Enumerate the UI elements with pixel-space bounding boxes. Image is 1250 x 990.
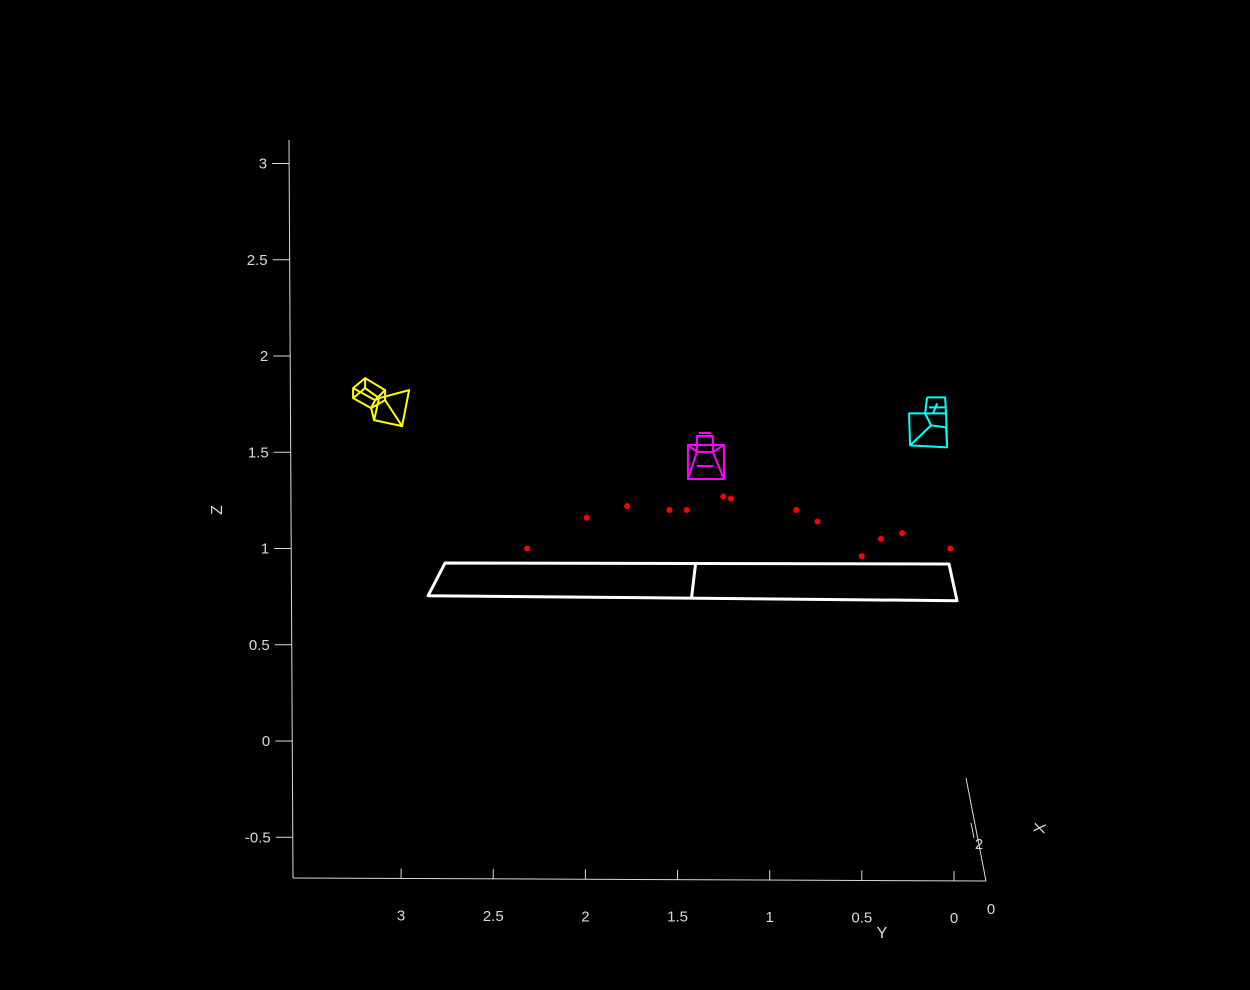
data-point <box>624 503 631 510</box>
z-tick-label: 0 <box>262 733 270 750</box>
x-ticks: 20 <box>970 822 995 918</box>
data-point <box>720 493 727 500</box>
data-point <box>899 530 906 537</box>
cameras <box>352 377 949 481</box>
z-tick-label: 1.5 <box>248 444 269 461</box>
y-tick-label: 0 <box>950 910 958 927</box>
camera-body <box>909 396 949 448</box>
x-tick-label: 0 <box>987 901 995 918</box>
table-net <box>690 563 698 598</box>
y-ticks: 3 2.5 2 1.5 1 0.5 0 <box>397 868 958 927</box>
y-tick-label: 3 <box>397 907 405 924</box>
camera-body <box>686 432 725 480</box>
x-tick-label: 2 <box>975 836 983 853</box>
table-border <box>426 561 959 603</box>
camera-body <box>352 377 387 410</box>
camera-magenta <box>686 432 725 481</box>
camera-cyan <box>908 396 949 449</box>
data-point <box>524 545 531 552</box>
z-tick-label: 3 <box>259 156 267 173</box>
y-tick-label: 2.5 <box>483 908 504 925</box>
data-points <box>524 493 954 560</box>
z-tick-label: 0.5 <box>249 637 270 654</box>
z-axis-line <box>288 139 294 879</box>
table-outline <box>426 561 959 603</box>
y-tick-label: 1.5 <box>667 909 688 926</box>
axes: -0.500.511.522.53 3 2.5 2 1.5 1 0.5 0 20 Z Y X <box>209 139 1050 942</box>
y-tick-label: 2 <box>581 908 589 925</box>
data-point <box>666 507 673 513</box>
data-point <box>858 553 865 560</box>
data-point <box>947 545 954 552</box>
z-tick-label: -0.5 <box>245 829 271 846</box>
z-tick-label: 2 <box>260 348 268 365</box>
y-tick-label: 1 <box>766 909 774 926</box>
data-point <box>683 507 690 513</box>
data-point <box>727 495 734 502</box>
camera-yellow <box>352 377 411 428</box>
data-point <box>793 507 800 513</box>
x-axis-line <box>965 777 987 882</box>
z-tick-label: 2.5 <box>247 252 268 269</box>
z-ticks: -0.5 0 0.5 1 1.5 2 2.5 3 <box>245 156 293 846</box>
y-tick-label: 0.5 <box>851 909 872 926</box>
y-axis-line <box>292 877 987 882</box>
data-point <box>814 518 821 525</box>
camera-edges <box>364 387 403 427</box>
y-axis-label: Y <box>877 925 888 942</box>
x-tick-mark <box>970 822 975 839</box>
x-axis-label: X <box>1031 821 1050 835</box>
z-axis-label: Z <box>209 505 226 515</box>
z-tick-label: 1 <box>261 541 269 558</box>
data-point <box>877 535 884 542</box>
data-point <box>583 514 590 521</box>
